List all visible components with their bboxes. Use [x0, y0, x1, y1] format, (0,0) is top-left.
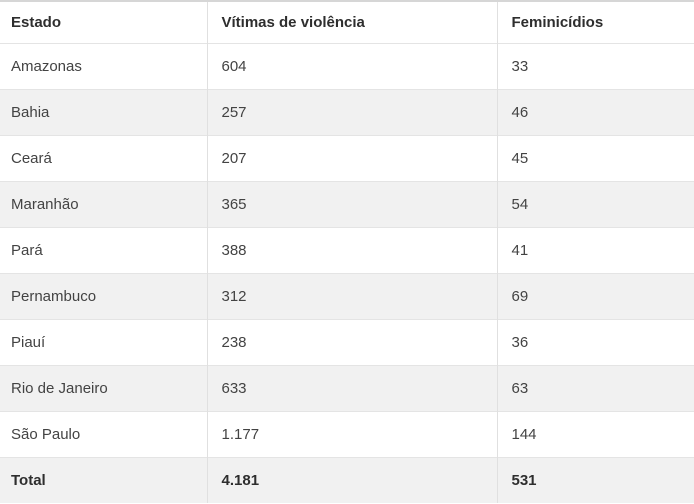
cell-total-femicides: 531 [496, 456, 694, 503]
table-row-rio-de-janeiro: Rio de Janeiro 633 63 [0, 364, 694, 411]
cell-state: Bahia [0, 88, 207, 135]
table-row-amazonas: Amazonas 604 33 [0, 42, 694, 89]
cell-femicides: 46 [496, 88, 694, 135]
col-header-vitimas: Vítimas de violência [206, 1, 497, 43]
table-row-piaui: Piauí 238 36 [0, 318, 694, 365]
cell-victims: 257 [206, 88, 497, 135]
cell-victims: 365 [206, 180, 497, 227]
cell-state: Piauí [0, 318, 207, 365]
cell-victims: 238 [206, 318, 497, 365]
cell-victims: 207 [206, 134, 497, 181]
cell-total-label: Total [0, 456, 207, 503]
table-header-row: Estado Vítimas de violência Feminicídios [0, 1, 694, 43]
cell-victims: 312 [206, 272, 497, 319]
col-header-feminicidios: Feminicídios [496, 1, 694, 43]
cell-femicides: 144 [496, 410, 694, 457]
table-row-ceara: Ceará 207 45 [0, 134, 694, 181]
cell-state: São Paulo [0, 410, 207, 457]
cell-state: Pernambuco [0, 272, 207, 319]
table-row-bahia: Bahia 257 46 [0, 88, 694, 135]
cell-femicides: 33 [496, 42, 694, 89]
cell-state: Ceará [0, 134, 207, 181]
cell-femicides: 45 [496, 134, 694, 181]
cell-femicides: 36 [496, 318, 694, 365]
cell-state: Rio de Janeiro [0, 364, 207, 411]
table-row-pernambuco: Pernambuco 312 69 [0, 272, 694, 319]
cell-femicides: 54 [496, 180, 694, 227]
cell-femicides: 63 [496, 364, 694, 411]
cell-victims: 388 [206, 226, 497, 273]
table-row-para: Pará 388 41 [0, 226, 694, 273]
table-row-sao-paulo: São Paulo 1.177 144 [0, 410, 694, 457]
table-row-maranhao: Maranhão 365 54 [0, 180, 694, 227]
cell-state: Maranhão [0, 180, 207, 227]
cell-femicides: 69 [496, 272, 694, 319]
cell-state: Pará [0, 226, 207, 273]
cell-victims: 1.177 [206, 410, 497, 457]
table-row-total: Total 4.181 531 [0, 456, 694, 503]
cell-total-victims: 4.181 [206, 456, 497, 503]
cell-victims: 604 [206, 42, 497, 89]
cell-femicides: 41 [496, 226, 694, 273]
col-header-estado: Estado [11, 13, 62, 31]
cell-victims: 633 [206, 364, 497, 411]
cell-state: Amazonas [0, 42, 207, 89]
